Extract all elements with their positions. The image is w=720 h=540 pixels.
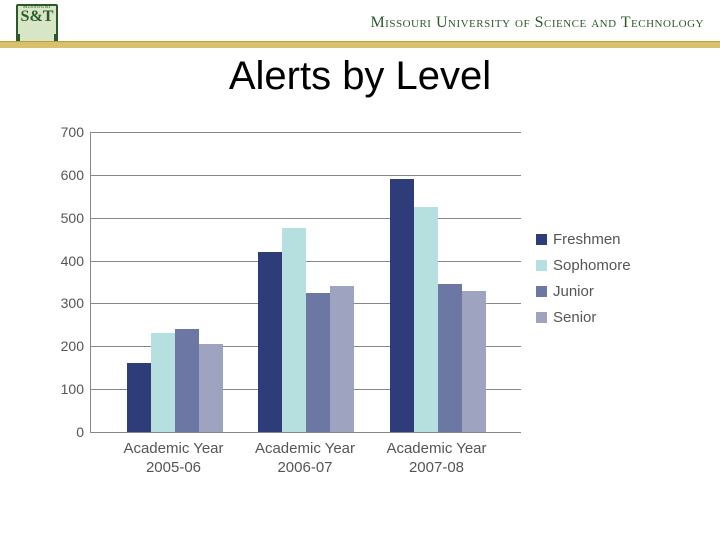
y-tick-label: 100 bbox=[50, 381, 84, 397]
x-category-label: Academic Year2007-08 bbox=[362, 440, 512, 478]
bar bbox=[199, 344, 223, 432]
legend-swatch bbox=[536, 260, 547, 271]
bar bbox=[330, 286, 354, 432]
legend-swatch bbox=[536, 234, 547, 245]
y-tick-label: 700 bbox=[50, 124, 84, 140]
legend-item: Sophomore bbox=[536, 257, 631, 274]
legend-item: Senior bbox=[536, 309, 631, 326]
y-tick-label: 500 bbox=[50, 210, 84, 226]
alerts-chart: Freshmen Sophomore Junior Senior 0 100 200 300… bbox=[50, 132, 670, 492]
legend-label: Senior bbox=[553, 309, 596, 326]
header-rule bbox=[0, 41, 720, 48]
bar bbox=[438, 284, 462, 432]
bar bbox=[306, 293, 330, 432]
bar bbox=[414, 207, 438, 432]
bar bbox=[175, 329, 199, 432]
legend-item: Freshmen bbox=[536, 231, 631, 248]
logo-mark: S&T bbox=[18, 10, 56, 24]
gridline bbox=[91, 218, 521, 219]
bar bbox=[390, 179, 414, 432]
bar bbox=[127, 363, 151, 432]
y-tick-label: 0 bbox=[50, 424, 84, 440]
legend-label: Freshmen bbox=[553, 231, 621, 248]
legend-swatch bbox=[536, 286, 547, 297]
bar bbox=[462, 291, 486, 432]
header-bar: MISSOURI S&T Missouri University of Scie… bbox=[0, 0, 720, 48]
x-category-label: Academic Year2006-07 bbox=[230, 440, 380, 478]
bar bbox=[258, 252, 282, 432]
y-tick-label: 600 bbox=[50, 167, 84, 183]
y-tick-label: 400 bbox=[50, 253, 84, 269]
legend: Freshmen Sophomore Junior Senior bbox=[536, 222, 631, 335]
plot-area bbox=[90, 132, 521, 433]
legend-label: Junior bbox=[553, 283, 594, 300]
y-tick-label: 300 bbox=[50, 295, 84, 311]
legend-item: Junior bbox=[536, 283, 631, 300]
gridline bbox=[91, 261, 521, 262]
bar bbox=[282, 228, 306, 432]
university-name: Missouri University of Science and Techn… bbox=[370, 14, 704, 32]
gridline bbox=[91, 175, 521, 176]
bar bbox=[151, 333, 175, 432]
y-tick-label: 200 bbox=[50, 338, 84, 354]
legend-label: Sophomore bbox=[553, 257, 631, 274]
gridline bbox=[91, 132, 521, 133]
slide-title: Alerts by Level bbox=[0, 54, 720, 99]
legend-swatch bbox=[536, 312, 547, 323]
x-category-label: Academic Year2005-06 bbox=[99, 440, 249, 478]
